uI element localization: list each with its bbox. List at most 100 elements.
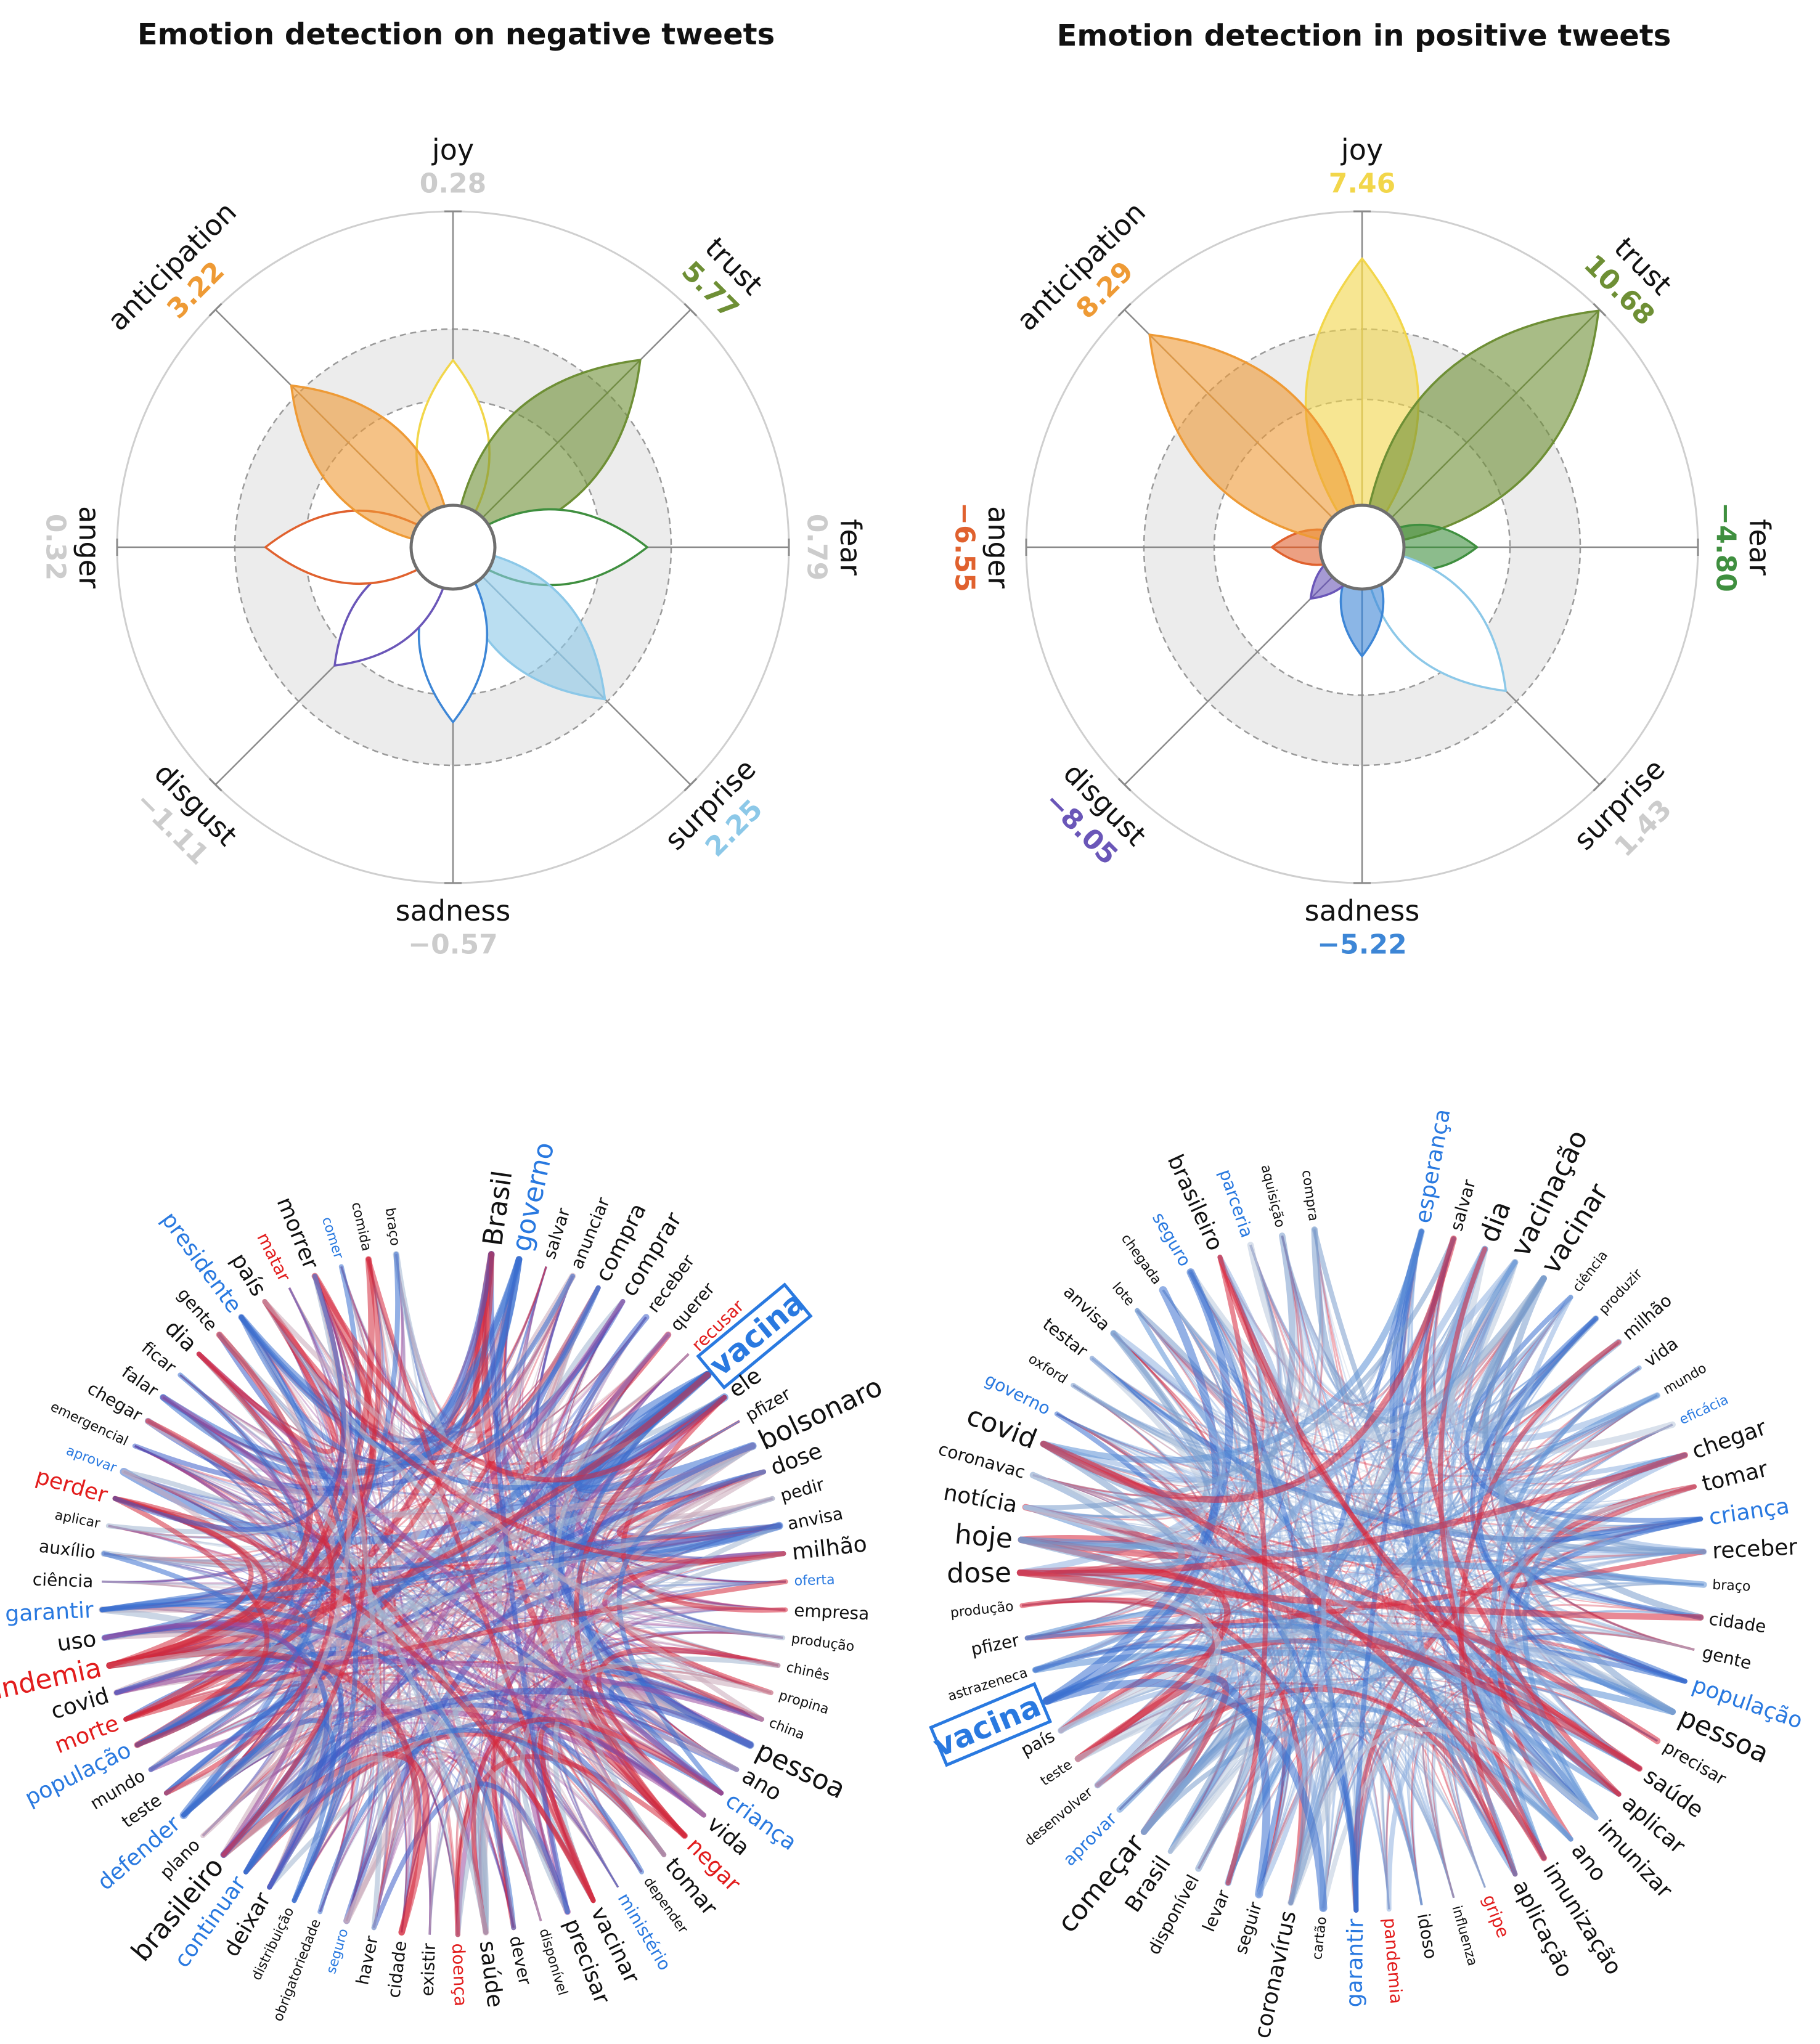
chord-link-strong: [488, 1273, 601, 1462]
chord-word-label: ciência: [32, 1569, 94, 1591]
emotion-label-sadness: sadness: [1305, 894, 1420, 927]
chord-link-strong: [1040, 1235, 1457, 1503]
chord-link: [115, 1497, 704, 1816]
chord-link: [1136, 1310, 1292, 1895]
chord-link-strong: [1217, 1255, 1268, 1886]
chord-link-strong: [114, 1655, 345, 1890]
chord-link: [314, 1276, 413, 1932]
chord-link: [372, 1761, 459, 1935]
chord-link-strong: [471, 1717, 724, 1935]
chord-link-strong: [239, 1314, 727, 1491]
emotion-label-sadness: sadness: [396, 894, 511, 927]
chord-link-strong: [239, 1285, 601, 1460]
chord-link: [1313, 1229, 1423, 1905]
chord-link-strong: [220, 1687, 754, 1859]
chord-link: [1355, 1712, 1597, 1910]
chord-link: [108, 1266, 547, 1538]
radar-axis-tick-anticipation: [1117, 303, 1132, 317]
chord-link: [1022, 1289, 1238, 1606]
chord-link-strong: [99, 1602, 516, 1931]
emotion-value-joy: 7.46: [1329, 168, 1396, 200]
chord-link: [1281, 1236, 1455, 1899]
chord-link: [1119, 1706, 1291, 1895]
radar-axis-tick-trust: [684, 303, 698, 317]
chord-link-strong: [1116, 1259, 1519, 1813]
chord-link: [293, 1751, 542, 1921]
radar-axis-tick-surprise: [1593, 778, 1607, 792]
chord-link-strong: [216, 1332, 740, 1772]
emotion-value-sadness: −5.22: [1317, 929, 1406, 961]
chord-link-strong: [262, 1299, 764, 1722]
chord-link-strong: [112, 1496, 270, 1748]
emotion-value-anger: 0.32: [40, 514, 71, 581]
radar-center-hub: [1318, 503, 1406, 591]
chord-link: [137, 1688, 665, 1855]
chord-links: [1016, 1226, 1707, 1913]
chord-link: [1119, 1706, 1291, 1895]
emotion-label-fear: fear: [834, 519, 867, 576]
chord-link-strong: [105, 1395, 727, 1534]
radar-axis-tick-surprise: [684, 778, 698, 792]
chord-link: [288, 1287, 432, 1935]
chord-link-strong: [1437, 1246, 1546, 1861]
chord-link: [1119, 1706, 1291, 1895]
chord-link-strong: [1058, 1663, 1266, 1854]
chord-link-strong: [1019, 1597, 1304, 1905]
chord-diagram-negative: Brasilgovernosalvaranunciarcompracomprar…: [0, 1139, 888, 2024]
chord-link-strong: [163, 1351, 336, 1796]
chord-link-strong: [1458, 1340, 1622, 1877]
chord-link: [1046, 1384, 1212, 1702]
chord-link-strong: [552, 1551, 786, 1904]
chord-word-label: braço: [1712, 1578, 1751, 1595]
emotion-label-anger: anger: [982, 506, 1015, 588]
chord-link-strong: [123, 1579, 788, 1722]
chord-link-strong: [1447, 1260, 1573, 1842]
emotion-value-fear: −4.80: [1710, 502, 1742, 592]
chord-link-strong: [1217, 1255, 1622, 1797]
chord-link-strong: [1029, 1472, 1217, 1835]
chord-link: [125, 1607, 786, 1720]
emotion-label-joy: joy: [1341, 133, 1383, 166]
chord-link: [368, 1259, 417, 1932]
chord-link-strong: [99, 1523, 782, 1613]
chord-link: [134, 1445, 722, 1794]
chord-link-strong: [239, 1314, 359, 1904]
chord-link: [504, 1259, 783, 1639]
chord-link-strong: [1071, 1382, 1707, 1555]
chord-link-strong: [1042, 1679, 1328, 1912]
chord-link-strong: [1016, 1569, 1704, 1621]
chord-link-strong: [1042, 1663, 1271, 1899]
chord-link: [293, 1552, 784, 1901]
title-negative-radar: Emotion detection on negative tweets: [137, 17, 775, 52]
radar-axis-tick-anticipation: [208, 303, 222, 317]
chord-link-strong: [99, 1594, 312, 1772]
chord-link: [116, 1668, 370, 1921]
emotion-value-anger: −6.55: [949, 502, 981, 592]
chord-link-strong: [1135, 1308, 1333, 1905]
chord-link: [223, 1276, 363, 1855]
radar-axis-tick-disgust: [208, 778, 222, 792]
chord-diagram-positive: esperançasalvardiavacinaçãovacinarciênci…: [928, 1107, 1806, 2040]
petal-midrib-trust: [1361, 310, 1599, 548]
chord-link-strong: [1022, 1356, 1209, 1533]
chord-link: [1385, 1318, 1596, 1910]
chord-link-strong: [520, 1656, 781, 1915]
chord-link: [1119, 1706, 1291, 1895]
chord-link: [1411, 1682, 1658, 1905]
chord-link-strong: [616, 1469, 767, 1796]
highlight-box: [929, 1682, 1053, 1767]
petal-midrib-anticipation: [1149, 334, 1363, 548]
emotion-label-joy: joy: [431, 133, 474, 166]
chord-link-strong: [1022, 1236, 1456, 1510]
chord-link: [1434, 1239, 1701, 1526]
chord-link-strong: [1167, 1393, 1660, 1854]
chord-link: [1445, 1342, 1619, 1888]
chord-word-label: receber: [1712, 1534, 1798, 1564]
chord-link-strong: [1044, 1637, 1546, 1861]
chord-link-strong: [243, 1727, 645, 1875]
chord-link-strong: [112, 1273, 346, 1533]
chord-link-strong: [262, 1299, 786, 1640]
chord-link-strong: [267, 1469, 767, 1890]
chord-link: [1281, 1236, 1486, 1888]
